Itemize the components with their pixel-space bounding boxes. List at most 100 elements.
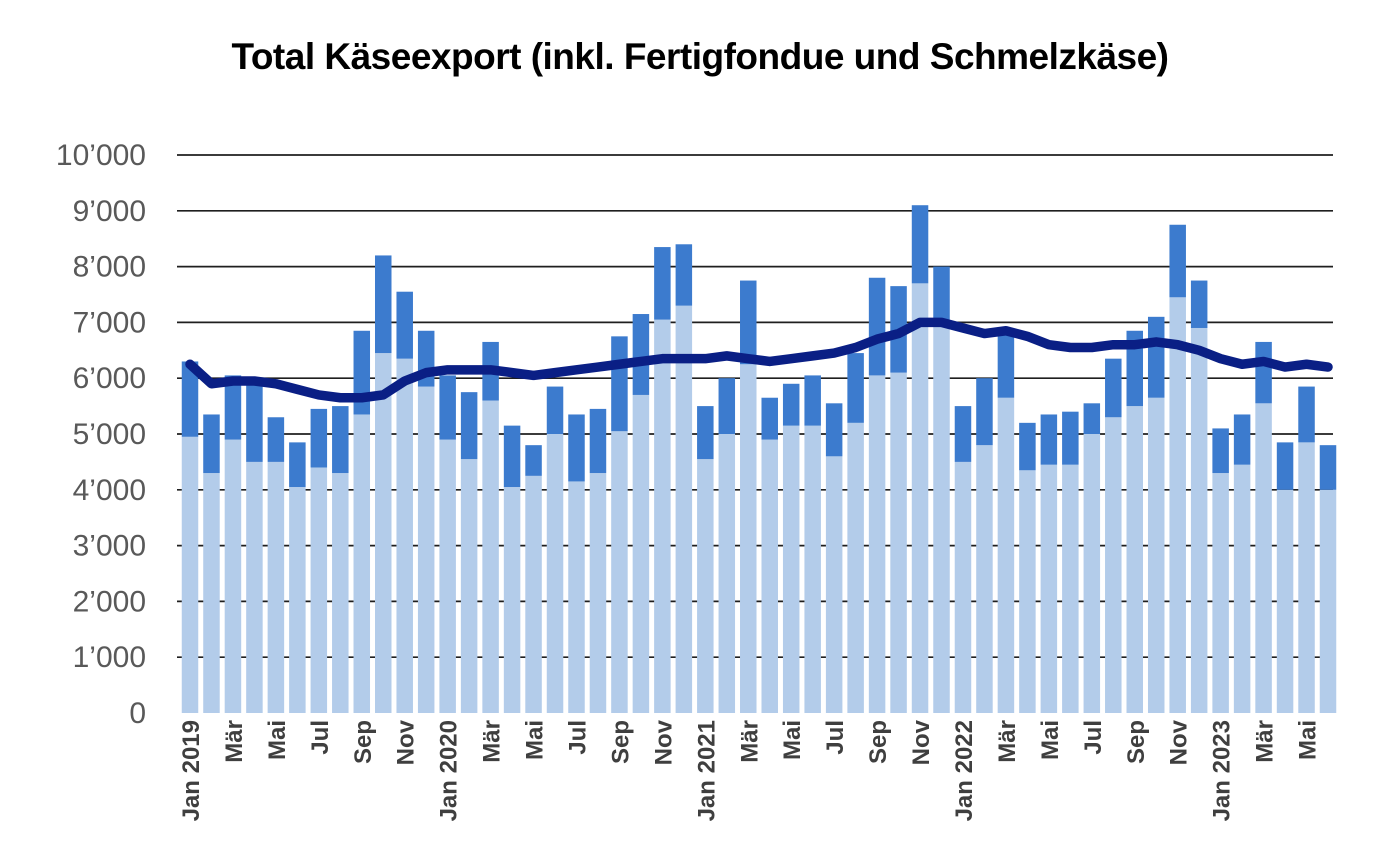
x-tick-label: Jul: [564, 720, 591, 755]
bar-light-segment: [825, 456, 843, 713]
bar-dark-segment: [568, 414, 585, 482]
bar-light-segment: [718, 434, 736, 713]
bar-dark-segment: [1105, 358, 1122, 418]
y-tick-label: 4’000: [73, 474, 146, 507]
y-tick-label: 3’000: [73, 530, 146, 563]
bar-light-segment: [374, 353, 392, 713]
bar-light-segment: [611, 431, 628, 713]
bar-light-segment: [181, 436, 199, 713]
x-tick-label: Mär: [736, 720, 763, 763]
bar-light-segment: [439, 439, 456, 713]
x-tick-label: Nov: [393, 719, 420, 765]
bar-light-segment: [954, 461, 972, 713]
x-tick-label: Mär: [221, 720, 248, 763]
bar-light-segment: [503, 487, 521, 713]
y-tick-label: 10’000: [56, 139, 146, 172]
bar-dark-segment: [740, 280, 757, 365]
bar-dark-segment: [933, 266, 950, 320]
bar-light-segment: [868, 375, 886, 713]
bar-light-segment: [203, 473, 220, 713]
x-tick-label: Nov: [650, 719, 677, 765]
y-tick-label: 6’000: [73, 362, 146, 395]
x-tick-label: Nov: [1166, 719, 1193, 765]
bar-dark-segment: [267, 417, 285, 462]
x-tick-label: Mai: [264, 720, 291, 760]
bar-light-segment: [847, 422, 864, 713]
bar-dark-segment: [374, 255, 392, 354]
bar-dark-segment: [181, 361, 199, 437]
bar-dark-segment: [396, 291, 413, 359]
bar-dark-segment: [289, 442, 306, 488]
bar-light-segment: [761, 439, 778, 713]
bar-dark-segment: [632, 314, 650, 395]
x-tick-label: Mai: [779, 720, 806, 760]
bar-dark-segment: [1298, 386, 1315, 443]
bar-dark-segment: [246, 380, 263, 462]
bar-dark-segment: [1169, 224, 1186, 298]
bar-dark-segment: [1255, 341, 1272, 404]
bar-dark-segment: [439, 375, 456, 440]
bar-dark-segment: [503, 425, 521, 488]
bar-dark-segment: [460, 392, 478, 460]
bar-light-segment: [460, 459, 478, 713]
y-tick-label: 5’000: [73, 418, 146, 451]
bar-dark-segment: [697, 406, 714, 460]
bar-dark-segment: [782, 383, 800, 426]
x-tick-label: Sep: [1123, 720, 1150, 764]
bar-dark-segment: [1019, 422, 1036, 471]
bars-light-segments: [181, 283, 1337, 713]
bar-light-segment: [1126, 406, 1144, 713]
bar-dark-segment: [224, 375, 242, 440]
x-tick-label: Jul: [822, 720, 849, 755]
bar-dark-segment: [654, 247, 671, 320]
x-tick-label: Jan 2023: [1209, 720, 1236, 821]
bar-light-segment: [933, 319, 950, 713]
bar-light-segment: [782, 425, 800, 713]
x-tick-label: Mär: [479, 720, 506, 763]
y-tick-label: 7’000: [73, 306, 146, 339]
y-tick-label: 0: [129, 697, 146, 730]
bar-light-segment: [546, 434, 564, 713]
y-axis-tick-labels: 0 1’000 2’000 3’000 4’000 5’000 6’000 7’000 8’00…: [56, 139, 146, 730]
bar-light-segment: [1040, 464, 1058, 713]
bar-light-segment: [1298, 442, 1315, 713]
bar-dark-segment: [761, 397, 778, 440]
bar-light-segment: [804, 425, 821, 713]
y-tick-label: 2’000: [73, 585, 146, 618]
x-tick-label: Sep: [607, 720, 634, 764]
x-tick-label: Jul: [307, 720, 334, 755]
x-axis-tick-labels: Jan 2019 Mär Mai Jul Sep Nov Jan 2020 Mär Mai Jul…: [178, 719, 1322, 821]
bar-light-segment: [675, 305, 693, 713]
x-tick-label: Mai: [1037, 720, 1064, 760]
bar-light-segment: [1147, 397, 1165, 713]
bar-light-segment: [1319, 489, 1337, 713]
bar-dark-segment: [868, 277, 886, 376]
bar-light-segment: [310, 467, 328, 713]
x-tick-label: Mai: [522, 720, 549, 760]
bar-light-segment: [482, 400, 499, 713]
bar-dark-segment: [203, 414, 220, 474]
bar-light-segment: [568, 481, 585, 713]
y-tick-label: 9’000: [73, 195, 146, 228]
x-tick-label: Jan 2020: [436, 720, 463, 821]
bar-light-segment: [353, 414, 371, 713]
bar-dark-segment: [1276, 442, 1294, 490]
bar-dark-segment: [911, 205, 929, 284]
bar-dark-segment: [1062, 411, 1079, 465]
bar-light-segment: [396, 358, 413, 713]
bar-light-segment: [417, 386, 435, 713]
bar-light-segment: [332, 473, 349, 713]
y-tick-label: 1’000: [73, 641, 146, 674]
bar-dark-segment: [310, 408, 328, 468]
x-tick-label: Sep: [865, 720, 892, 764]
bar-dark-segment: [804, 375, 821, 426]
bar-light-segment: [1255, 403, 1272, 713]
bar-light-segment: [246, 461, 263, 713]
bar-dark-segment: [1212, 428, 1229, 474]
bar-light-segment: [697, 459, 714, 713]
bar-dark-segment: [589, 408, 607, 474]
bar-light-segment: [632, 394, 650, 713]
chart-title: Total Käseexport (inkl. Fertigfondue und…: [231, 36, 1169, 77]
